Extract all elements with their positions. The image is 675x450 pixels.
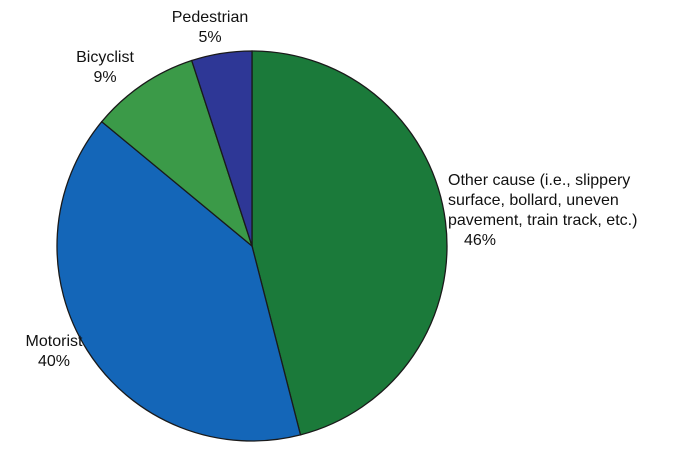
slice-name-other-cause-line-1: Other cause (i.e., slippery	[448, 172, 631, 189]
slice-name-bicyclist: Bicyclist	[76, 49, 134, 66]
slice-value-other-cause: 46%	[464, 232, 497, 249]
slice-name-other-cause-line-2: surface, bollard, uneven	[448, 192, 619, 209]
slice-name-pedestrian: Pedestrian	[171, 9, 249, 26]
slice-label-motorist: Motorist 40%	[4, 332, 104, 372]
slice-value-bicyclist: 9%	[93, 69, 117, 86]
pie-slice-other	[251, 50, 448, 436]
slice-name-other-cause-line-3: pavement, train track, etc.)	[448, 212, 638, 229]
pie-slice-pedestrian	[190, 50, 253, 247]
pie-slice-motorist	[56, 120, 302, 442]
slice-label-pedestrian: Pedestrian 5%	[150, 8, 270, 48]
slice-value-pedestrian: 5%	[198, 29, 222, 46]
slice-label-bicyclist: Bicyclist 9%	[50, 48, 160, 88]
slice-value-motorist: 40%	[37, 353, 71, 370]
slice-name-motorist: Motorist	[25, 333, 83, 350]
pie-slice-bicyclist	[100, 59, 254, 248]
slice-label-other-cause: Other cause (i.e., slippery surface, bol…	[448, 171, 673, 251]
